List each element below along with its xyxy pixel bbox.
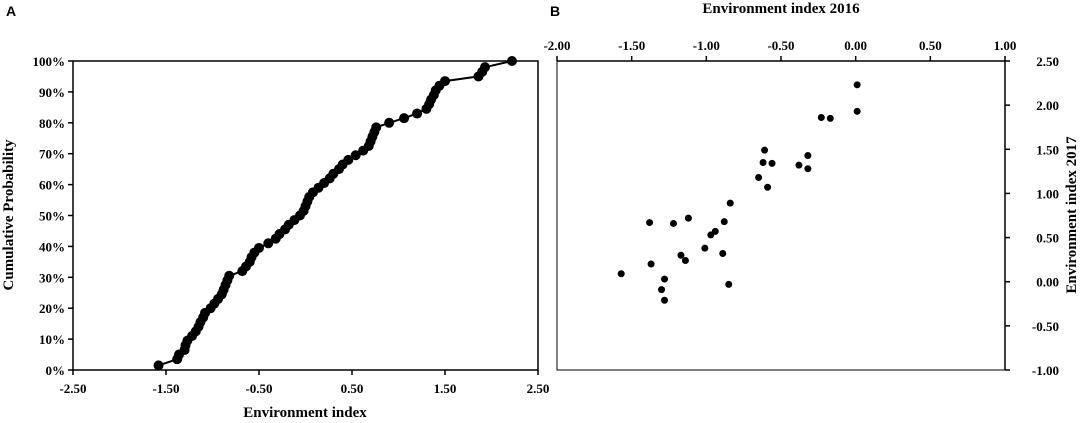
panel-a-data-point	[153, 360, 164, 371]
panel-b-data-point	[726, 199, 734, 207]
panel-b-data-point	[661, 296, 669, 304]
panel-b-x-tick-label: -1.00	[693, 38, 720, 53]
panel-b-data-point	[804, 165, 812, 173]
panel-b-data-point	[795, 161, 803, 169]
panel-a-x-tick-label: -0.50	[245, 381, 272, 396]
panel-b-data-point	[681, 257, 689, 265]
panel-b-y-tick-label: 2.50	[1036, 54, 1059, 69]
panel-b-y-tick-label: 1.50	[1036, 142, 1059, 157]
panel-b-y-tick-label: 2.00	[1036, 98, 1059, 113]
panel-b-data-point	[617, 270, 625, 278]
panel-a-data-point	[343, 154, 354, 165]
panel-a-data-point	[263, 238, 274, 249]
panel-b-y-tick-label: 1.00	[1036, 186, 1059, 201]
panel-b-data-point	[646, 219, 654, 227]
panel-a-data-point	[384, 117, 395, 128]
panel-a-y-tick-label: 40%	[39, 239, 65, 254]
panel-b-data-point	[804, 151, 812, 159]
panel-b-data-point	[684, 214, 692, 222]
panel-b-x-tick-label: 0.00	[844, 38, 867, 53]
panel-a-data-point	[224, 270, 235, 281]
panel-b-data-point	[755, 174, 763, 182]
panel-b-data-point	[764, 183, 772, 191]
panel-a-y-tick-label: 20%	[39, 301, 65, 316]
panel-a-data-point	[479, 62, 490, 73]
panel-b-data-point	[817, 114, 825, 122]
panel-b-y-tick-label: 0.50	[1036, 231, 1059, 246]
panel-b-data-point	[853, 81, 861, 89]
panel-a-data-point	[506, 56, 517, 66]
panel-a-y-tick-label: 0%	[46, 363, 66, 378]
panel-b-x-tick-label: 0.50	[919, 38, 942, 53]
panel-b-x-tick-label: -0.50	[767, 38, 794, 53]
panel-b-y-axis-title: Environment index 2017	[1064, 136, 1080, 294]
panel-a-x-tick-label: 2.50	[527, 381, 550, 396]
panel-a-y-tick-label: 90%	[39, 85, 65, 100]
panel-a-y-tick-label: 70%	[39, 147, 65, 162]
panel-a-x-tick-label: -2.50	[59, 381, 86, 396]
panel-b-x-tick-label: 1.00	[994, 38, 1017, 53]
panel-b-data-point	[768, 159, 776, 167]
panel-a-y-tick-label: 10%	[39, 332, 65, 347]
panel-b-data-point	[661, 275, 669, 283]
panel-b-data-point	[719, 249, 727, 257]
panel-a-y-tick-label: 100%	[33, 54, 66, 69]
panel-b-data-point	[647, 260, 655, 268]
panel-a-data-point	[399, 113, 410, 124]
panel-a-data-point	[350, 150, 361, 161]
panel-b-y-tick-label: -1.00	[1032, 363, 1059, 378]
panel-a-data-point	[371, 122, 382, 133]
panel-a-y-tick-label: 80%	[39, 116, 65, 131]
panel-b-data-point	[826, 114, 834, 122]
panel-b-data-point	[677, 251, 685, 259]
panel-a-data-point	[440, 76, 450, 87]
panel-b-y-tick-label: -0.50	[1032, 319, 1059, 334]
panel-a-y-tick-label: 50%	[39, 209, 65, 224]
panel-a-x-tick-label: 1.50	[434, 381, 457, 396]
panel-b-plot-area	[556, 60, 1006, 371]
panel-a-y-tick-label: 60%	[39, 178, 65, 193]
panel-a-y-axis-title: Cumulative Probability	[1, 139, 17, 290]
panel-a-series-line	[158, 60, 513, 367]
panel-a-data-point	[412, 108, 423, 119]
panel-b-data-point	[711, 227, 719, 235]
panel-a-x-axis-title: Environment index	[243, 405, 367, 421]
panel-b-data-point	[853, 107, 861, 115]
panel-b-data-point	[759, 159, 767, 167]
panel-a-x-tick-label: 0.50	[341, 381, 364, 396]
panel-a: A 0% 10% 20% 30% 40% 50% 60% 70% 80% 90% 100% -2.5…	[1, 3, 549, 421]
panel-a-label: A	[6, 3, 16, 19]
panel-b-x-tick-label: -2.00	[543, 38, 570, 53]
panel-a-y-tick-label: 30%	[39, 270, 65, 285]
panel-b-y-tick-label: 0.00	[1036, 275, 1059, 290]
panel-b-data-point	[761, 146, 769, 154]
panel-b-label: B	[550, 3, 560, 19]
panel-a-x-tick-label: -1.50	[152, 381, 179, 396]
panel-a-data-point	[254, 242, 264, 253]
panel-b-data-point	[701, 244, 709, 252]
panel-b-data-point	[669, 219, 677, 227]
panel-b: B 2.50 2.00 1.50 1.00 0.50 0.00 -0.50 -1.00 -2.…	[543, 1, 1080, 378]
panel-b-x-tick-label: -1.50	[618, 38, 645, 53]
panel-b-data-point	[720, 218, 728, 226]
panel-b-x-axis-title: Environment index 2016	[702, 1, 860, 17]
panel-b-data-point	[725, 280, 733, 288]
panel-b-data-point	[658, 286, 666, 294]
